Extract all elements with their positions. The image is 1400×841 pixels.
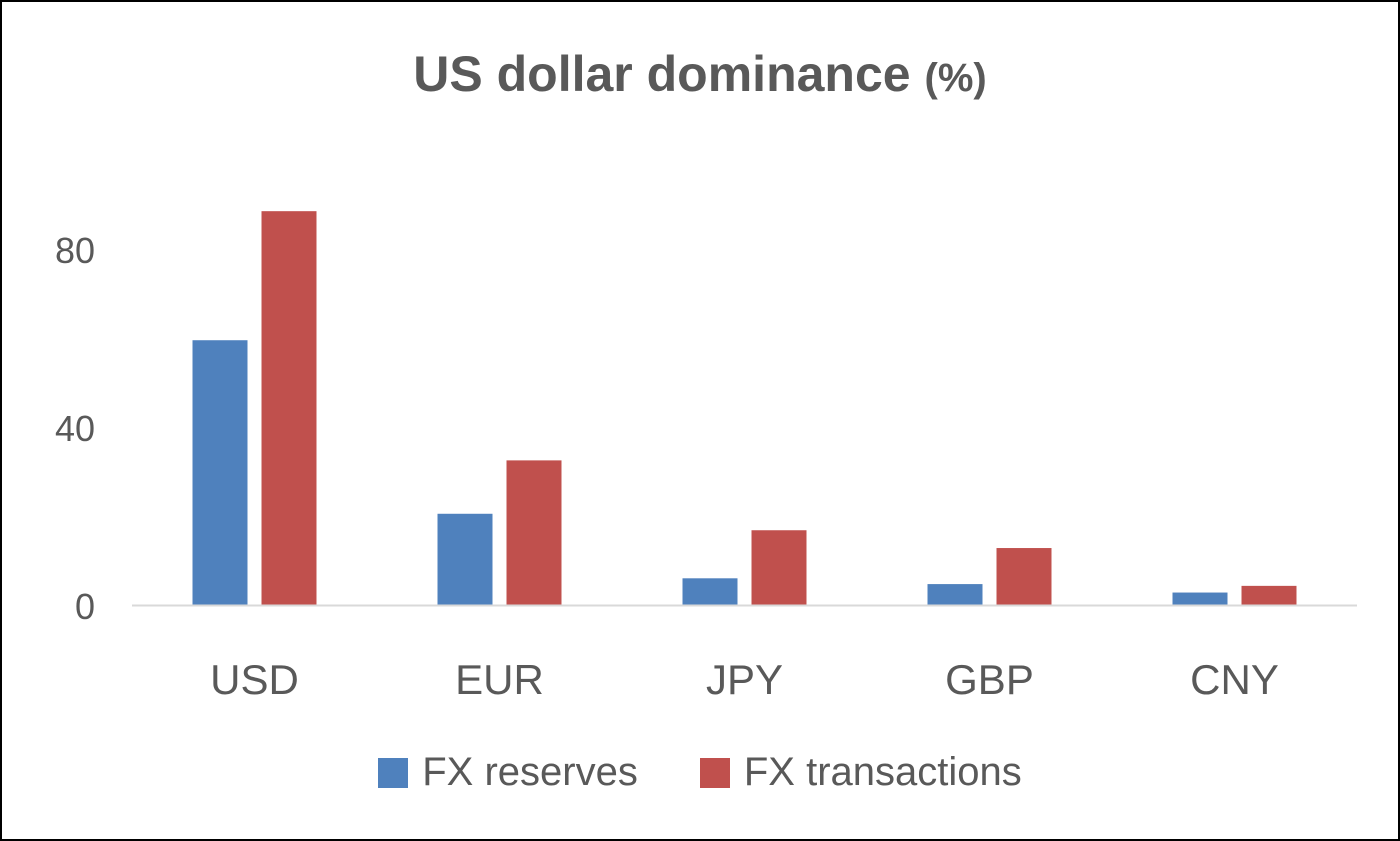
- x-tick-label-eur: EUR: [455, 656, 544, 703]
- legend-label-fx-reserves: FX reserves: [422, 750, 638, 794]
- x-tick-label-cny: CNY: [1190, 656, 1279, 703]
- legend: FX reserves FX transactions: [2, 750, 1398, 795]
- bar-fx-transactions-jpy: [751, 530, 807, 605]
- title-unit: (%): [924, 56, 987, 100]
- bar-fx-reserves-jpy: [682, 578, 738, 605]
- title-text: US dollar dominance: [413, 46, 911, 102]
- legend-label-fx-transactions: FX transactions: [743, 750, 1022, 794]
- legend-item-fx-reserves: FX reserves: [378, 750, 638, 795]
- y-tick-label-80: 80: [55, 230, 95, 271]
- y-tick-label-0: 0: [75, 586, 95, 627]
- bar-fx-reserves-eur: [437, 513, 493, 605]
- bar-fx-transactions-eur: [506, 460, 562, 605]
- legend-swatch-fx-reserves: [378, 757, 409, 788]
- x-tick-label-gbp: GBP: [945, 656, 1034, 703]
- chart-title: US dollar dominance (%): [2, 44, 1398, 108]
- legend-item-fx-transactions: FX transactions: [699, 750, 1022, 795]
- bar-fx-transactions-gbp: [996, 548, 1052, 605]
- x-tick-label-jpy: JPY: [706, 656, 783, 703]
- bar-fx-reserves-cny: [1172, 592, 1228, 605]
- bar-fx-transactions-cny: [1241, 585, 1297, 605]
- x-tick-label-usd: USD: [210, 656, 299, 703]
- bar-fx-transactions-usd: [261, 211, 317, 606]
- bar-fx-reserves-usd: [192, 340, 248, 605]
- y-tick-label-40: 40: [55, 408, 95, 449]
- legend-swatch-fx-transactions: [699, 757, 730, 788]
- bar-fx-reserves-gbp: [927, 584, 983, 605]
